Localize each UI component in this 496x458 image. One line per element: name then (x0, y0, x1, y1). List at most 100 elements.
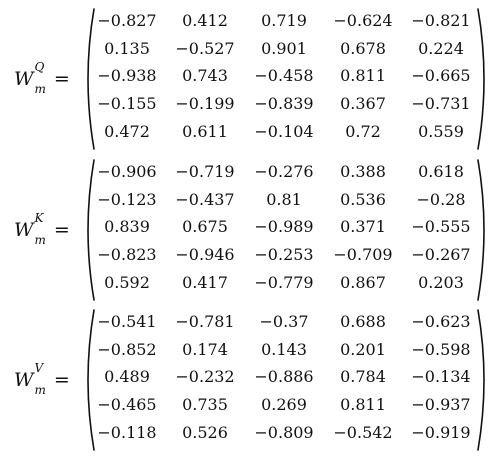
matrix-entries: −0.906 −0.719 −0.276 0.388 0.618 −0.123 −0.437… (88, 158, 480, 302)
matrix-cell: 0.901 (261, 39, 307, 58)
matrix-cell: −0.267 (411, 245, 471, 264)
matrix-cell: −0.919 (411, 423, 471, 442)
matrix-cell: 0.224 (418, 39, 464, 58)
equals-sign: = (53, 219, 70, 241)
matrix-cell: 0.719 (261, 11, 307, 30)
matrix-cell: −0.28 (416, 190, 466, 209)
matrix-superscript: K (34, 211, 44, 225)
matrix-cell: −0.809 (254, 423, 314, 442)
matrix-cell: 0.743 (182, 66, 228, 85)
matrix-cell: −0.542 (333, 423, 393, 442)
matrix-cell: −0.779 (254, 273, 314, 292)
matrix-cell: −0.886 (254, 367, 314, 386)
matrix-cell: 0.367 (340, 94, 386, 113)
matrix-subscript: m (34, 233, 46, 247)
equals-sign: = (53, 68, 70, 90)
matrix-superscript: V (34, 361, 44, 375)
matrix-cell: 0.678 (340, 39, 386, 58)
matrix-cell: 0.536 (340, 190, 386, 209)
matrix-cell: 0.72 (345, 122, 381, 141)
left-parenthesis (87, 309, 95, 451)
matrix-superscript: Q (34, 60, 45, 74)
matrix-cell: −0.555 (411, 217, 471, 236)
matrix-cell: −0.104 (254, 122, 314, 141)
matrix-cell: −0.458 (254, 66, 314, 85)
left-parenthesis (87, 8, 95, 150)
matrix-cell: −0.276 (254, 162, 314, 181)
matrix-cell: 0.735 (182, 395, 228, 414)
matrix-cell: 0.174 (182, 340, 228, 359)
matrix-cell: 0.417 (182, 273, 228, 292)
matrix-cell: 0.269 (261, 395, 307, 414)
matrix-cell: −0.989 (254, 217, 314, 236)
matrix-cell: 0.611 (182, 122, 228, 141)
matrix-cell: −0.37 (259, 312, 309, 331)
matrix-cell: −0.465 (97, 395, 157, 414)
matrix-cell: −0.937 (411, 395, 471, 414)
matrix-cell: −0.118 (97, 423, 157, 442)
right-parenthesis (477, 8, 485, 150)
matrix-cell: 0.371 (340, 217, 386, 236)
matrix-cell: −0.938 (97, 66, 157, 85)
matrix-cell: 0.811 (340, 395, 386, 414)
matrix-cell: −0.155 (97, 94, 157, 113)
matrix-cell: −0.541 (97, 312, 157, 331)
matrix-cell: −0.123 (97, 190, 157, 209)
matrix-cell: −0.731 (411, 94, 471, 113)
matrix-cell: 0.592 (104, 273, 150, 292)
matrix-cell: −0.199 (175, 94, 235, 113)
matrix-cell: −0.527 (175, 39, 235, 58)
right-parenthesis (477, 159, 485, 301)
matrix-entries: −0.827 0.412 0.719 −0.624 −0.821 0.135 −0.527 0… (88, 7, 480, 151)
matrix-cell: 0.81 (266, 190, 302, 209)
matrix-cell: −0.852 (97, 340, 157, 359)
equals-sign: = (53, 369, 70, 391)
matrix-cell: −0.827 (97, 11, 157, 30)
matrix-cell: 0.675 (182, 217, 228, 236)
matrix-cell: −0.946 (175, 245, 235, 264)
right-parenthesis (477, 309, 485, 451)
matrix-cell: −0.823 (97, 245, 157, 264)
matrix-cell: 0.811 (340, 66, 386, 85)
matrix-cell: −0.906 (97, 162, 157, 181)
matrix-subscript: m (34, 82, 46, 96)
matrix-cell: 0.472 (104, 122, 150, 141)
matrix-symbol: W (14, 369, 34, 391)
matrix-cell: −0.253 (254, 245, 314, 264)
matrix-cell: −0.624 (333, 11, 393, 30)
left-parenthesis (87, 159, 95, 301)
matrix-cell: −0.134 (411, 367, 471, 386)
matrix-cell: 0.839 (104, 217, 150, 236)
matrix-cell: 0.559 (418, 122, 464, 141)
matrix-cell: 0.203 (418, 273, 464, 292)
matrix-cell: 0.526 (182, 423, 228, 442)
matrix-cell: 0.489 (104, 367, 150, 386)
matrix-cell: 0.784 (340, 367, 386, 386)
matrix-cell: −0.437 (175, 190, 235, 209)
matrix-cell: 0.867 (340, 273, 386, 292)
matrix-cell: 0.618 (418, 162, 464, 181)
matrix-cell: 0.412 (182, 11, 228, 30)
matrix-cell: 0.388 (340, 162, 386, 181)
matrix-cell: −0.821 (411, 11, 471, 30)
matrix-cell: −0.623 (411, 312, 471, 331)
matrix-cell: −0.719 (175, 162, 235, 181)
matrix-entries: −0.541 −0.781 −0.37 0.688 −0.623 −0.852 0.174 0… (88, 308, 480, 452)
matrix-cell: 0.135 (104, 39, 150, 58)
matrix-subscript: m (34, 383, 46, 397)
matrix-cell: −0.232 (175, 367, 235, 386)
matrix-cell: 0.688 (340, 312, 386, 331)
matrix-cell: −0.665 (411, 66, 471, 85)
matrix-cell: 0.143 (261, 340, 307, 359)
matrix-cell: 0.201 (340, 340, 386, 359)
matrix-cell: −0.839 (254, 94, 314, 113)
matrix-cell: −0.709 (333, 245, 393, 264)
matrix-cell: −0.781 (175, 312, 235, 331)
matrix-cell: −0.598 (411, 340, 471, 359)
